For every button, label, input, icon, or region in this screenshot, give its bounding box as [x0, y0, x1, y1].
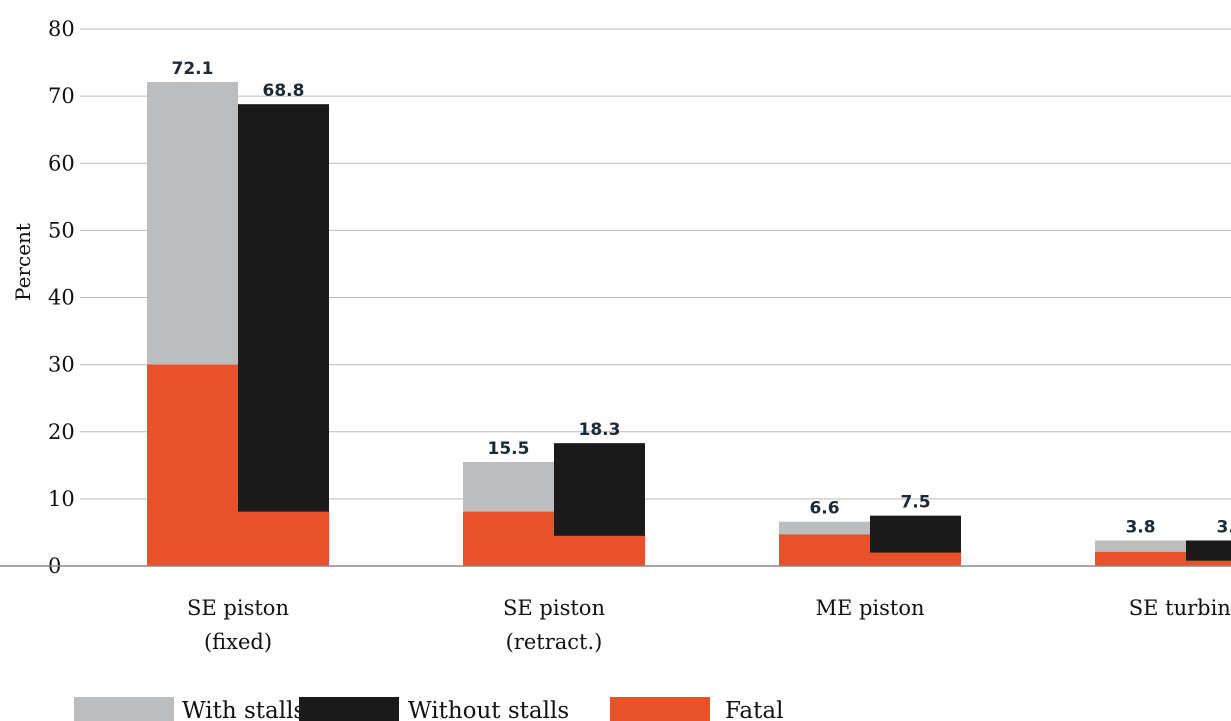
data-label-with-stalls: 72.1: [172, 59, 214, 79]
bar-fatal-with-stalls: [1095, 551, 1186, 566]
y-tick-label: 10: [48, 487, 75, 511]
bar-fatal-with-stalls: [147, 364, 238, 566]
legend: With stalls Without stalls Fatal: [74, 697, 783, 721]
data-label-with-stalls: 6.6: [809, 499, 839, 519]
x-category-label: SE piston: [187, 596, 289, 620]
legend-label: Fatal: [725, 698, 783, 721]
legend-label: With stalls: [182, 698, 305, 721]
legend-swatch: [74, 697, 174, 721]
bar-fatal-without-stalls: [870, 552, 961, 566]
y-tick-label: 30: [48, 353, 75, 377]
data-label-without-stalls: 18.3: [579, 420, 621, 440]
data-label-without-stalls: 3.8: [1216, 517, 1231, 537]
bar-fatal-with-stalls: [779, 534, 870, 566]
x-category-label: SE turbine: [1129, 596, 1231, 620]
data-label-with-stalls: 3.8: [1125, 517, 1155, 537]
x-category-label: (fixed): [204, 630, 272, 654]
y-axis-title: Percent: [11, 223, 35, 301]
legend-swatch: [299, 697, 399, 721]
bar-without-stalls: [238, 104, 329, 567]
bar-fatal-without-stalls: [238, 511, 329, 566]
bar-fatal-without-stalls: [554, 535, 645, 566]
y-tick-label: 80: [48, 17, 75, 41]
x-category-label: ME piston: [815, 596, 924, 620]
y-tick-label: 70: [48, 84, 75, 108]
legend-label: Without stalls: [408, 698, 569, 721]
bar-fatal-with-stalls: [463, 511, 554, 566]
y-tick-label: 20: [48, 420, 75, 444]
y-tick-label: 60: [48, 151, 75, 175]
data-label-without-stalls: 68.8: [263, 81, 305, 101]
x-category-label: (retract.): [506, 630, 603, 654]
data-label-without-stalls: 7.5: [900, 493, 930, 513]
bar-fatal-without-stalls: [1186, 560, 1231, 566]
bars: [147, 82, 1231, 567]
legend-swatch: [610, 697, 710, 721]
data-label-with-stalls: 15.5: [488, 439, 530, 459]
data-labels: 72.168.815.518.36.67.53.83.82.01.6: [172, 59, 1231, 537]
x-axis-categories: SE piston (fixed) SE piston (retract.) ME pi…: [187, 596, 1231, 654]
y-tick-label: 40: [48, 286, 75, 310]
y-tick-label: 50: [48, 218, 75, 242]
x-category-label: SE piston: [503, 596, 605, 620]
